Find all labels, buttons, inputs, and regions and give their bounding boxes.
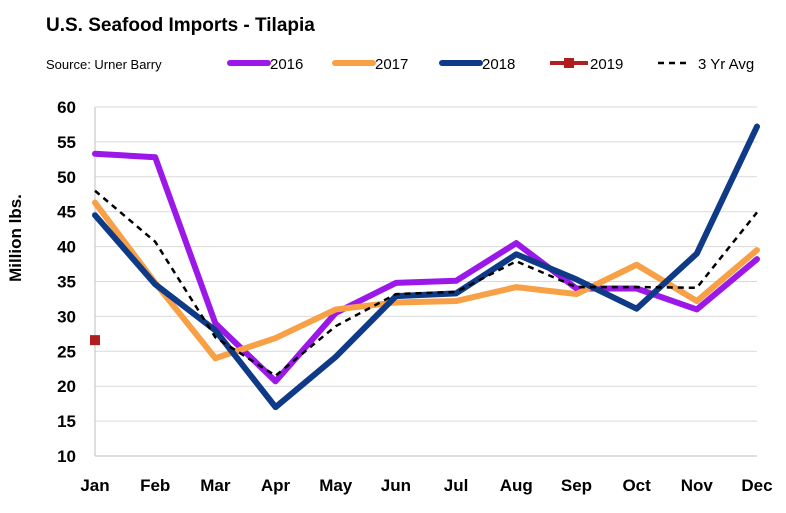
x-tick-feb: Feb [140,476,170,495]
axes [94,107,757,457]
legend-label-2016: 2016 [270,56,303,73]
x-tick-may: May [319,476,353,495]
x-tick-mar: Mar [200,476,231,495]
legend-label-3-yr-avg: 3 Yr Avg [698,56,754,73]
y-tick-60: 60 [57,98,76,117]
series-lines [90,123,760,411]
y-tick-40: 40 [57,238,76,257]
chart-title: U.S. Seafood Imports - Tilapia [46,15,315,36]
y-tick-30: 30 [57,307,76,326]
y-tick-55: 55 [57,133,76,152]
legend-swatch-2019 [564,58,574,68]
x-tick-sep: Sep [561,476,592,495]
series-2017-line [92,199,760,362]
y-tick-50: 50 [57,168,76,187]
y-tick-45: 45 [57,203,76,222]
chart-source: Source: Urner Barry [46,57,162,72]
y-tick-15: 15 [57,412,76,431]
x-tick-jun: Jun [381,476,411,495]
x-tick-apr: Apr [261,476,291,495]
x-tick-jul: Jul [444,476,469,495]
legend: 2016 2017 2018 2019 3 Yr Avg [227,56,754,73]
y-tick-10: 10 [57,447,76,466]
grid-lines [95,106,757,422]
legend-label-2019: 2019 [590,56,623,73]
x-tick-oct: Oct [622,476,651,495]
x-tick-nov: Nov [681,476,714,495]
series-2016-line [92,150,760,385]
legend-label-2017: 2017 [375,56,408,73]
y-tick-25: 25 [57,342,76,361]
y-tick-20: 20 [57,377,76,396]
x-tick-jan: Jan [80,476,109,495]
x-tick-labels: Jan Feb Mar Apr May Jun Jul Aug Sep Oct Nov Dec [80,476,772,495]
y-tick-labels: 10 15 20 25 30 35 40 45 50 55 60 [57,98,76,466]
y-tick-35: 35 [57,273,76,292]
series-2019-point-jan [90,335,100,346]
x-tick-dec: Dec [741,476,772,495]
x-tick-aug: Aug [500,476,533,495]
y-axis-label: Million lbs. [6,194,25,282]
legend-label-2018: 2018 [482,56,515,73]
series-2018-line [92,123,760,411]
series-3-yr-avg-line [94,189,758,377]
